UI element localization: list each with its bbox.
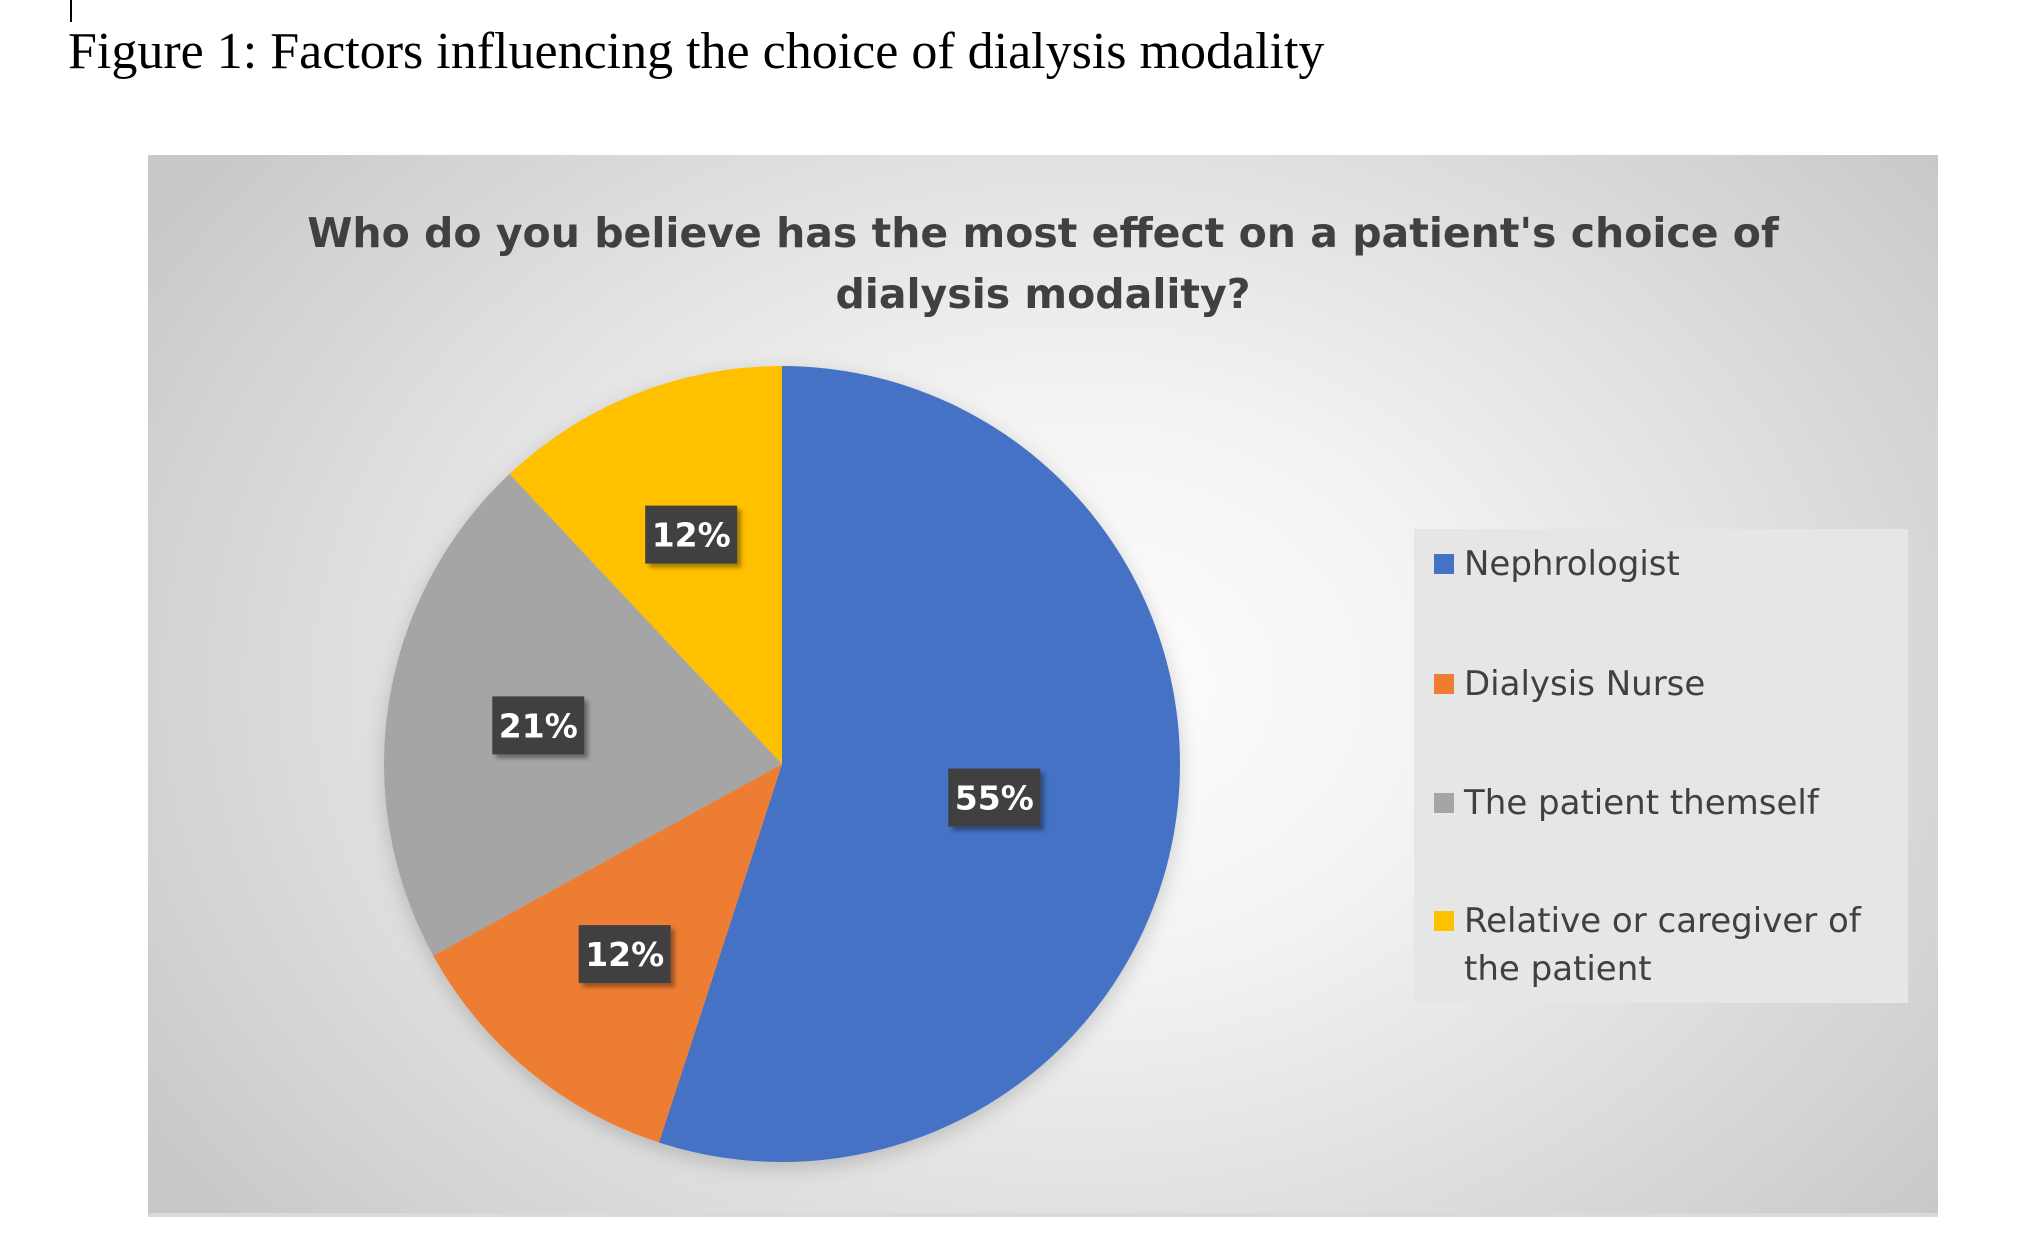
data-label-text: 21% bbox=[499, 706, 578, 745]
legend-label-dialysis-nurse: Dialysis Nurse bbox=[1464, 664, 1706, 704]
data-label-box bbox=[948, 768, 1041, 827]
data-label-box bbox=[645, 505, 738, 564]
pie-slices bbox=[383, 366, 1181, 1162]
legend-label-patient-themself: The patient themself bbox=[1464, 783, 1819, 823]
legend-swatch-relative-caregiver bbox=[1434, 911, 1454, 931]
data-label-box bbox=[492, 696, 585, 755]
legend-swatch-dialysis-nurse bbox=[1434, 674, 1454, 694]
chart-title-line-2: dialysis modality? bbox=[835, 270, 1251, 318]
data-label-nephrologist: 55% bbox=[948, 768, 1041, 827]
data-label-text: 55% bbox=[955, 779, 1034, 818]
data-label-the-patient-themself: 21% bbox=[492, 696, 585, 755]
chart-title-line-1: Who do you believe has the most effect o… bbox=[307, 209, 1779, 257]
legend: Nephrologist Dialysis Nurse The patient … bbox=[1414, 529, 1908, 1003]
chart-area: Who do you believe has the most effect o… bbox=[148, 155, 1938, 1217]
data-label-text: 12% bbox=[652, 516, 731, 555]
legend-swatch-patient-themself bbox=[1434, 793, 1454, 813]
pie-data-labels: 55% 12% 21% 12% bbox=[492, 505, 1041, 984]
legend-label-relative-caregiver: Relative or caregiver of the patient bbox=[1464, 901, 1861, 989]
legend-label-nephrologist: Nephrologist bbox=[1464, 544, 1680, 584]
text-cursor bbox=[70, 0, 72, 22]
legend-swatch-nephrologist bbox=[1434, 554, 1454, 574]
data-label-text: 12% bbox=[585, 935, 664, 974]
chart-title: Who do you believe has the most effect o… bbox=[148, 203, 1938, 325]
data-label-relative-or-caregiver-of-the-patient: 12% bbox=[645, 505, 738, 564]
pie-chart: 55% 12% 21% 12% bbox=[383, 366, 1181, 1162]
data-label-box bbox=[578, 925, 671, 984]
pie-slice-nephrologist bbox=[659, 366, 1181, 1162]
figure-caption: Figure 1: Factors influencing the choice… bbox=[68, 23, 1325, 80]
pie-slice-relative-or-caregiver-of-the-patient bbox=[509, 366, 782, 764]
data-label-dialysis-nurse: 12% bbox=[578, 925, 671, 984]
